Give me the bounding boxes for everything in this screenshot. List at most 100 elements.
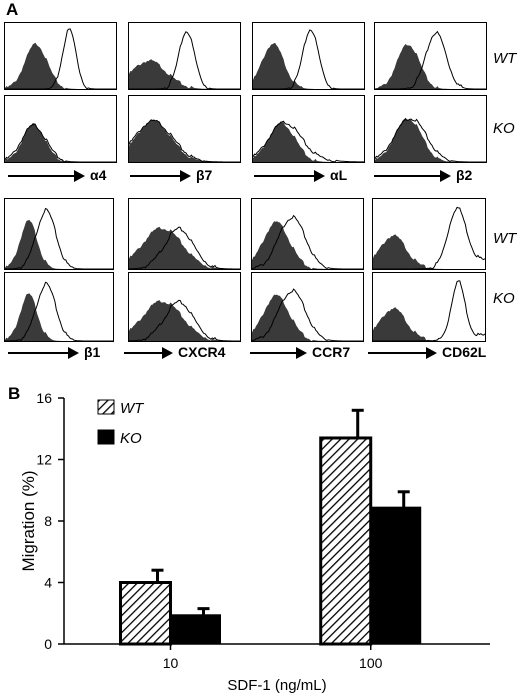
marker-arrow-shaft [130, 175, 182, 177]
stained-histogram [375, 30, 486, 89]
histogram-b1-wt [4, 198, 114, 270]
marker-label: β1 [84, 344, 101, 360]
stained-histogram [252, 288, 363, 341]
stained-histogram [373, 280, 485, 341]
isotype-control-histogram [373, 307, 485, 341]
isotype-control-histogram [375, 117, 486, 162]
histogram-ccr7-ko [251, 272, 364, 342]
marker-label: β2 [456, 167, 473, 183]
stained-histogram [5, 281, 113, 341]
x-tick-label: 100 [359, 655, 383, 671]
histogram-al-wt [252, 22, 365, 90]
bar-ko-100 [370, 506, 422, 645]
histogram-plot [375, 117, 486, 162]
legend-swatch-wt [97, 399, 115, 415]
histogram-b7-wt [128, 22, 241, 90]
isotype-control-histogram [5, 293, 113, 341]
migration-bar-chart: 0 4 8 12 16 Migration (%) SDF-1 (ng/mL) 10 100 W… [19, 390, 490, 694]
marker-b1: β1 [8, 344, 118, 361]
histogram-b7-ko [128, 95, 241, 163]
stained-histogram [373, 206, 485, 269]
histogram-plot [375, 30, 486, 89]
histogram-ccr7-wt [251, 198, 364, 270]
marker-label: β7 [196, 167, 213, 183]
histogram-cd62l-wt [372, 198, 486, 270]
isotype-control-histogram [129, 226, 240, 269]
stained-histogram [5, 207, 113, 269]
isotype-control-histogram [129, 300, 240, 341]
x-tick-label: 10 [163, 655, 179, 671]
isotype-control-histogram [253, 43, 364, 89]
legend-swatch-ko [97, 429, 115, 445]
histogram-b1-ko [4, 272, 114, 342]
histogram-plot [5, 281, 113, 341]
marker-b7: β7 [130, 167, 240, 184]
marker-al: αL [254, 167, 364, 184]
arrow-right-icon [162, 347, 173, 359]
marker-arrow-shaft [8, 352, 70, 354]
marker-arrow-shaft [374, 175, 442, 177]
row-label-wt-top: WT [493, 50, 517, 67]
stained-histogram [129, 31, 240, 89]
y-tick-label: 8 [44, 513, 52, 529]
marker-ccr7: CCR7 [250, 344, 374, 361]
y-tick-label: 4 [44, 575, 52, 591]
histogram-plot [5, 123, 116, 162]
marker-label: αL [330, 167, 348, 183]
marker-label: CD62L [442, 344, 487, 360]
histogram-cxcr4-wt [128, 198, 241, 270]
histogram-plot [129, 299, 240, 341]
stained-histogram [253, 29, 364, 89]
marker-b2: β2 [374, 167, 484, 184]
stained-histogram [129, 119, 240, 162]
marker-arrow-shaft [124, 352, 164, 354]
marker-label: CCR7 [312, 344, 351, 360]
histogram-plot [252, 288, 363, 341]
bar-wt-100 [319, 436, 373, 646]
isotype-control-histogram [129, 59, 240, 89]
row-label-ko-top: KO [493, 120, 515, 137]
stained-histogram [252, 214, 363, 269]
row-label-ko-bottom: KO [493, 290, 515, 307]
marker-label: CXCR4 [178, 344, 226, 360]
histogram-a4-wt [4, 22, 117, 90]
arrow-right-icon [74, 170, 85, 182]
histogram-plot [129, 226, 240, 269]
marker-arrow-shaft [368, 352, 428, 354]
histogram-plot [373, 280, 485, 341]
row-label-wt-bottom: WT [493, 230, 517, 247]
legend-label-ko: KO [120, 430, 142, 447]
stained-histogram [375, 118, 486, 162]
y-tick-label: 12 [36, 452, 52, 468]
isotype-control-histogram [373, 234, 485, 269]
arrow-right-icon [314, 170, 325, 182]
marker-arrow-shaft [8, 175, 76, 177]
stained-histogram [129, 226, 240, 269]
y-tick-label: 0 [44, 636, 52, 652]
bar-wt-10 [119, 581, 172, 646]
isotype-control-histogram [5, 123, 116, 162]
stained-histogram [5, 28, 116, 89]
isotype-control-histogram [252, 294, 363, 341]
histogram-plot [253, 120, 364, 162]
marker-cxcr4: CXCR4 [124, 344, 248, 361]
legend-label-wt: WT [120, 400, 145, 417]
histogram-plot [252, 214, 363, 269]
isotype-control-histogram [5, 42, 116, 89]
y-axis-label: Migration (%) [19, 470, 38, 571]
histogram-b2-wt [374, 22, 487, 90]
arrow-right-icon [180, 170, 191, 182]
histogram-al-ko [252, 95, 365, 163]
isotype-control-histogram [252, 221, 363, 269]
panel-b-letter: B [8, 384, 21, 403]
isotype-control-histogram [129, 119, 240, 162]
arrow-right-icon [440, 170, 451, 182]
y-tick-label: 16 [36, 390, 52, 406]
stained-histogram [253, 120, 364, 162]
stained-histogram [5, 123, 116, 162]
histogram-a4-ko [4, 95, 117, 163]
histogram-plot [373, 206, 485, 269]
histogram-plot [129, 31, 240, 89]
arrow-right-icon [296, 347, 307, 359]
marker-arrow-shaft [250, 352, 298, 354]
